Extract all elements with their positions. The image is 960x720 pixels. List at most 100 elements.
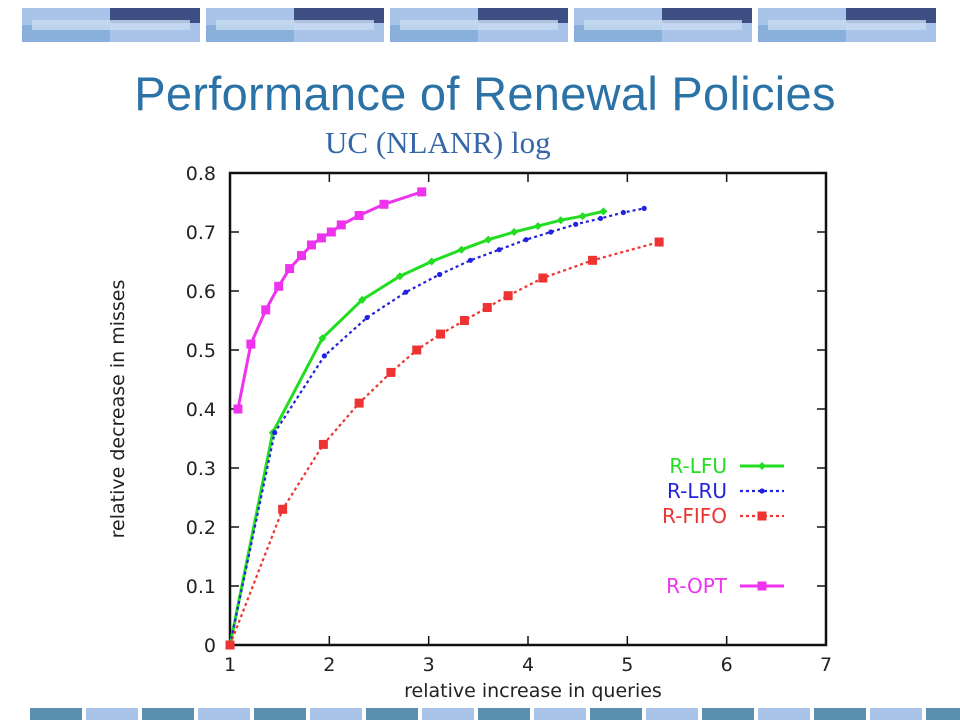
bottom-band-segment: [142, 708, 194, 720]
data-point: [386, 367, 396, 377]
legend-entry-r-lfu: R-LFU: [669, 454, 784, 478]
bottom-band-segment: [870, 708, 922, 720]
slide-subtitle: UC (NLANR) log: [325, 125, 551, 160]
legend-entry-r-fifo: R-FIFO: [662, 504, 784, 528]
data-point: [759, 488, 765, 494]
series-line: [228, 207, 645, 646]
data-point: [225, 640, 235, 650]
slide-title: Performance of Renewal Policies: [134, 67, 836, 120]
data-point: [523, 237, 529, 243]
data-point: [395, 272, 404, 281]
plot-frame: [228, 171, 828, 647]
bottom-band-segment: [758, 708, 810, 720]
data-point: [757, 581, 767, 591]
y-tick-label: 0.6: [186, 281, 216, 303]
data-point: [620, 209, 626, 216]
legend-entry-r-opt: R-OPT: [666, 574, 784, 598]
data-point: [641, 205, 647, 211]
bottom-band-segment: [254, 708, 306, 720]
band-block-5: [758, 8, 936, 42]
legend-label: R-FIFO: [662, 504, 727, 528]
data-point: [533, 222, 542, 231]
bottom-band-segment: [366, 708, 418, 720]
top-decorative-band: [22, 8, 936, 42]
data-point: [417, 187, 427, 197]
data-point: [354, 210, 364, 220]
data-point: [316, 233, 326, 243]
legend-label: R-OPT: [666, 574, 728, 598]
y-tick-label: 0.1: [186, 576, 216, 598]
x-tick-label: 4: [522, 654, 534, 676]
bottom-band-segment: [534, 708, 586, 720]
series-r-lfu: [226, 207, 608, 649]
data-point: [321, 353, 327, 359]
data-point: [654, 237, 664, 247]
legend-entry-r-lru: R-LRU: [667, 479, 784, 503]
data-point: [336, 220, 346, 230]
x-tick-label: 5: [621, 654, 633, 676]
data-point: [538, 273, 548, 283]
y-tick-label: 0.7: [186, 222, 216, 244]
data-point: [354, 398, 364, 408]
bottom-band-segment: [198, 708, 250, 720]
data-point: [482, 303, 492, 313]
data-point: [285, 264, 295, 274]
data-point: [261, 305, 271, 315]
data-point: [379, 199, 389, 209]
data-point: [548, 229, 554, 235]
data-point: [436, 271, 443, 278]
data-point: [278, 504, 288, 514]
data-point: [272, 430, 278, 436]
band-block-4: [574, 8, 752, 42]
data-point: [403, 289, 409, 295]
data-point: [233, 404, 243, 414]
y-tick-label: 0.8: [186, 163, 216, 185]
x-tick-label: 7: [820, 654, 832, 676]
data-point: [757, 511, 767, 521]
series-line: [228, 240, 660, 646]
y-axis-label: relative decrease in misses: [107, 280, 129, 539]
bottom-band-segment: [30, 708, 82, 720]
data-point: [246, 339, 256, 349]
data-point: [467, 257, 473, 263]
legend-label: R-LFU: [669, 454, 727, 478]
data-point: [427, 257, 436, 266]
y-tick-label: 0.5: [186, 340, 216, 362]
bottom-band-segment: [926, 708, 960, 720]
band-block-3: [390, 8, 568, 42]
data-point: [326, 227, 336, 237]
x-tick-label: 1: [224, 654, 236, 676]
y-tick-label: 0.3: [186, 458, 216, 480]
data-point: [364, 314, 370, 321]
y-tick-label: 0.2: [186, 517, 216, 539]
band-block-1: [22, 8, 200, 42]
series-r-fifo: [225, 237, 664, 650]
bottom-band-segment: [86, 708, 138, 720]
data-point: [358, 295, 367, 304]
data-point: [573, 221, 579, 227]
data-point: [503, 291, 513, 301]
legend-label: R-LRU: [667, 479, 727, 503]
data-point: [496, 247, 502, 253]
data-point: [457, 245, 466, 254]
y-tick-label: 0: [204, 635, 216, 657]
x-axis-label: relative increase in queries: [404, 680, 662, 702]
bottom-band-segment: [422, 708, 474, 720]
bottom-band-segment: [310, 708, 362, 720]
data-point: [556, 216, 565, 225]
bottom-band-segment: [590, 708, 642, 720]
bottom-decorative-band: [30, 708, 960, 720]
data-point: [599, 207, 608, 216]
data-point: [578, 212, 587, 221]
data-point: [306, 240, 316, 250]
band-block-2: [206, 8, 384, 42]
x-tick-label: 6: [721, 654, 733, 676]
y-tick-label: 0.4: [186, 399, 216, 421]
data-point: [597, 215, 604, 222]
x-tick-label: 3: [423, 654, 435, 676]
data-point: [510, 228, 519, 236]
x-tick-label: 2: [323, 654, 335, 676]
data-point: [412, 345, 422, 355]
data-point: [318, 334, 327, 343]
